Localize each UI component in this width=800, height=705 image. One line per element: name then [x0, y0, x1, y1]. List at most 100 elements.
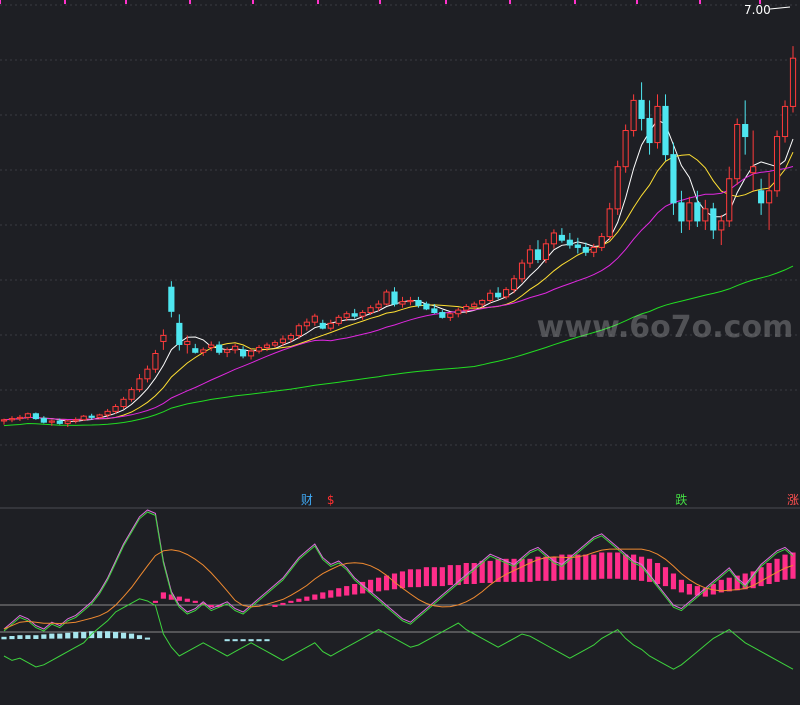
candle-body — [279, 338, 287, 344]
indicator-bar — [240, 639, 246, 642]
indicator-bar — [439, 567, 445, 587]
indicator-bar — [176, 596, 182, 601]
candle-body — [391, 291, 398, 305]
ma10-line — [3, 151, 794, 421]
indicator-bar — [750, 571, 756, 589]
watermark: www.6o7o.com — [537, 310, 794, 345]
candle-body — [16, 416, 24, 420]
indicator-bar — [710, 584, 716, 595]
indicator-bar — [766, 563, 772, 584]
candle-body — [32, 413, 39, 420]
indicator-bar — [360, 581, 366, 594]
indicator-bar — [607, 552, 613, 579]
indicator-bar — [758, 567, 764, 587]
indicator-bar — [535, 556, 541, 581]
candle-body — [88, 415, 95, 418]
candle-body — [670, 154, 677, 204]
candle-body — [781, 105, 789, 138]
candle-body — [112, 406, 119, 412]
chart-grid — [0, 0, 800, 446]
indicator-bar — [192, 600, 198, 603]
indicator-bar — [136, 635, 143, 639]
oscillator-average-line — [3, 548, 794, 630]
indicator-bar — [144, 637, 151, 640]
indicator-bar — [280, 602, 286, 605]
ma60-line — [3, 265, 794, 427]
candle-body — [534, 249, 542, 260]
indicator-bar — [73, 632, 79, 639]
candle-body — [510, 278, 518, 291]
candle-body — [598, 236, 605, 248]
candle-body — [447, 313, 454, 318]
candle-body — [487, 292, 494, 301]
candle-body — [295, 325, 302, 336]
ma20-line — [3, 166, 794, 421]
candle-body — [423, 303, 430, 310]
candle-body — [638, 99, 645, 119]
indicator-bar — [216, 605, 222, 607]
candle-body — [758, 190, 765, 204]
candle-body — [646, 117, 653, 144]
candle-body — [359, 312, 366, 317]
candle-body — [471, 303, 478, 307]
price-annotation: 7.00 — [744, 3, 791, 17]
candle-body — [351, 313, 358, 317]
candle-body — [160, 334, 167, 342]
indicator-bar — [551, 556, 557, 581]
candle-body — [479, 299, 486, 305]
candle-body — [40, 418, 47, 423]
indicator-bar — [678, 579, 685, 593]
candle-body — [192, 348, 199, 353]
candle-body — [80, 415, 87, 421]
indicator-bar — [654, 563, 661, 584]
candle-body — [343, 313, 350, 318]
indicator-bar — [184, 598, 190, 602]
indicator-bar — [49, 633, 55, 639]
candle-body — [287, 334, 294, 340]
candle-body — [654, 105, 661, 144]
indicator-bar — [431, 567, 437, 587]
indicator-bar — [399, 571, 406, 589]
indicator-bar — [662, 567, 669, 587]
indicator-bar — [65, 632, 71, 639]
indicator-bar — [224, 639, 230, 642]
candle-body — [383, 291, 390, 305]
indicator-bar — [471, 563, 477, 584]
indicator-pane — [0, 509, 800, 670]
indicator-bar — [33, 635, 39, 639]
candle-body — [662, 105, 669, 156]
signal-marker: 财 — [301, 493, 313, 507]
candle-body — [184, 340, 191, 345]
indicator-bar — [631, 554, 637, 580]
indicator-bar — [734, 575, 740, 591]
candle-body — [773, 136, 781, 192]
candle-body — [606, 208, 613, 238]
indicator-bar — [423, 567, 429, 587]
candle-body — [766, 190, 773, 204]
indicator-bar — [272, 605, 278, 607]
candle-body — [702, 208, 709, 222]
candle-body — [224, 349, 231, 353]
ma5-line — [3, 119, 794, 423]
candle-body — [216, 344, 223, 353]
candle-body — [240, 349, 247, 357]
candle-body — [574, 244, 581, 248]
candle-body — [263, 344, 271, 348]
candle-body — [718, 220, 725, 231]
candle-body — [367, 307, 374, 314]
candle-body — [694, 202, 701, 222]
indicator-bar — [575, 554, 581, 580]
candle-body — [56, 420, 63, 424]
candle-body — [64, 420, 71, 424]
candle-body — [0, 419, 8, 422]
indicator-bar — [646, 558, 653, 582]
candle-body — [590, 246, 597, 253]
signal-marker: 跌 — [675, 492, 687, 507]
candle-body — [48, 420, 55, 423]
candle-body — [144, 368, 151, 380]
indicator-bar — [264, 639, 270, 642]
indicator-bar — [694, 586, 700, 596]
moving-average-lines — [3, 119, 794, 427]
candle-body — [630, 99, 637, 132]
